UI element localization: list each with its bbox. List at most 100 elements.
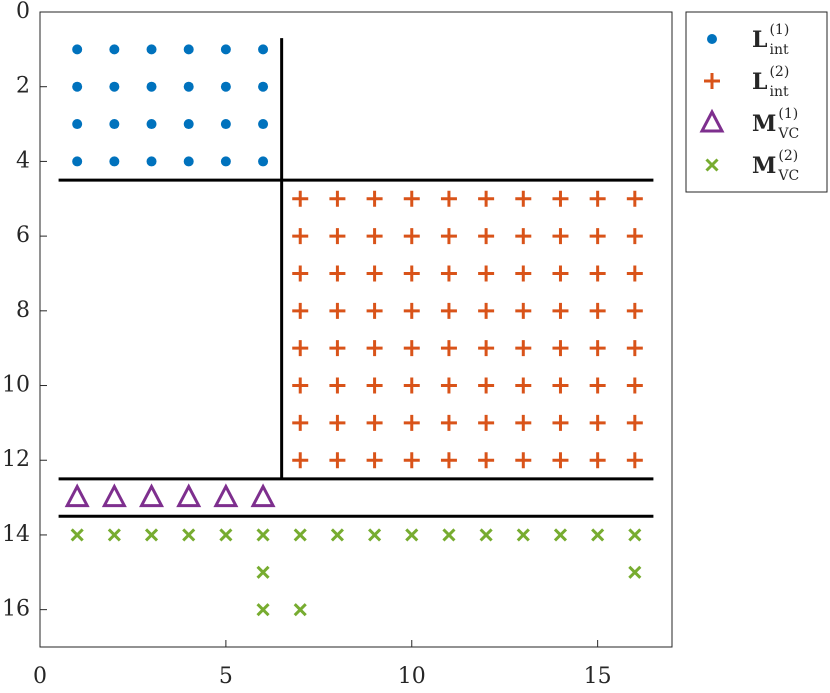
point xyxy=(403,377,420,394)
point xyxy=(589,228,606,245)
plot-area xyxy=(39,11,673,648)
point xyxy=(515,452,532,469)
point xyxy=(366,228,383,245)
point xyxy=(256,565,270,579)
legend-label-sub: int xyxy=(769,84,788,100)
point xyxy=(626,302,643,319)
point xyxy=(552,377,569,394)
point xyxy=(293,528,307,542)
point xyxy=(478,340,495,357)
point xyxy=(440,452,457,469)
point xyxy=(366,414,383,431)
point xyxy=(109,81,120,92)
point xyxy=(440,377,457,394)
point xyxy=(292,414,309,431)
point xyxy=(292,302,309,319)
point xyxy=(250,483,276,508)
point xyxy=(403,190,420,207)
point xyxy=(516,528,530,542)
point xyxy=(220,156,231,167)
point xyxy=(626,340,643,357)
point xyxy=(366,452,383,469)
point xyxy=(292,190,309,207)
point xyxy=(183,156,194,167)
y-tick-label: 16 xyxy=(2,597,30,622)
legend-label-sup: (2) xyxy=(769,64,789,80)
point xyxy=(478,377,495,394)
point xyxy=(589,340,606,357)
point xyxy=(292,452,309,469)
point xyxy=(220,44,231,55)
point xyxy=(258,119,269,130)
legend-label: L xyxy=(752,27,767,53)
legend-marker xyxy=(707,34,717,44)
point xyxy=(329,340,346,357)
point xyxy=(146,119,157,130)
legend-label: L xyxy=(752,69,767,95)
point xyxy=(515,377,532,394)
legend-label-sub: int xyxy=(769,42,788,58)
point xyxy=(219,528,233,542)
point xyxy=(72,119,83,130)
point xyxy=(552,190,569,207)
point xyxy=(440,302,457,319)
point xyxy=(70,528,84,542)
point xyxy=(440,414,457,431)
point xyxy=(64,483,90,508)
y-tick-label: 14 xyxy=(2,522,30,547)
point xyxy=(109,156,120,167)
point xyxy=(626,414,643,431)
point xyxy=(552,340,569,357)
point xyxy=(591,528,605,542)
point xyxy=(403,452,420,469)
point xyxy=(440,190,457,207)
point xyxy=(366,190,383,207)
point xyxy=(403,414,420,431)
y-tick-label: 12 xyxy=(2,447,30,472)
point xyxy=(183,44,194,55)
point xyxy=(292,340,309,357)
point xyxy=(329,452,346,469)
point xyxy=(478,452,495,469)
legend-label-sub: VC xyxy=(777,126,799,142)
point xyxy=(403,340,420,357)
point xyxy=(403,302,420,319)
x-tick-label: 10 xyxy=(398,664,426,689)
point xyxy=(368,528,382,542)
point xyxy=(442,528,456,542)
point xyxy=(626,452,643,469)
point xyxy=(589,265,606,282)
point xyxy=(515,340,532,357)
point xyxy=(478,265,495,282)
point xyxy=(478,302,495,319)
legend-marker xyxy=(704,73,720,89)
point xyxy=(440,228,457,245)
point xyxy=(292,377,309,394)
point xyxy=(144,528,159,542)
point xyxy=(101,483,127,508)
point xyxy=(589,190,606,207)
point xyxy=(329,265,346,282)
point xyxy=(552,452,569,469)
point xyxy=(553,528,568,542)
point xyxy=(258,81,269,92)
point xyxy=(552,302,569,319)
point xyxy=(182,528,196,542)
point xyxy=(478,228,495,245)
y-tick-label: 0 xyxy=(16,0,30,24)
point xyxy=(403,228,420,245)
point xyxy=(515,190,532,207)
point xyxy=(72,156,83,167)
point xyxy=(366,377,383,394)
point xyxy=(213,483,239,508)
point xyxy=(589,377,606,394)
point xyxy=(515,414,532,431)
y-tick-label: 4 xyxy=(16,148,30,173)
point xyxy=(183,81,194,92)
point xyxy=(292,265,309,282)
point xyxy=(626,190,643,207)
legend-label-sup: (2) xyxy=(778,148,798,164)
point xyxy=(330,528,344,542)
point xyxy=(146,44,157,55)
